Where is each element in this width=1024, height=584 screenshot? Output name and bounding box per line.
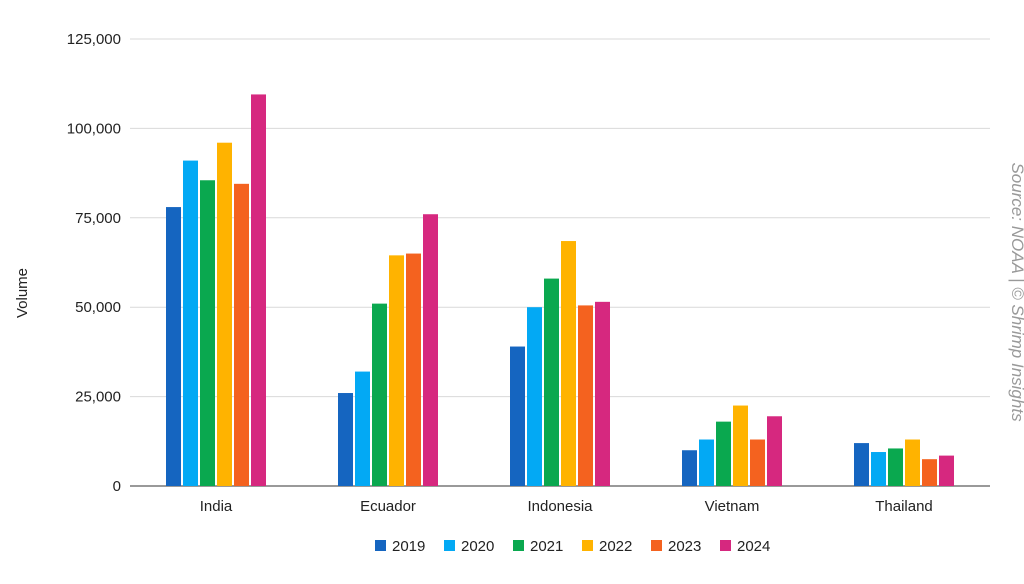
legend-label: 2019 [392, 538, 425, 555]
bar-vietnam-2021 [716, 421, 731, 486]
bar-thailand-2019 [854, 443, 869, 486]
bar-ecuador-2023 [406, 253, 421, 486]
x-category-label: Vietnam [705, 498, 760, 515]
bars [166, 94, 954, 487]
x-axis-categories: India Ecuador Indonesia Vietnam Thailand [200, 498, 933, 515]
bar-ecuador-2021 [372, 303, 387, 486]
y-tick-label: 75,000 [75, 210, 121, 227]
x-category-label: Indonesia [527, 498, 593, 515]
bar-indonesia-2019 [510, 346, 525, 486]
y-axis-title: Volume [14, 268, 31, 318]
grid-lines [130, 38, 990, 487]
legend-label: 2020 [461, 538, 494, 555]
bar-india-2020 [183, 160, 198, 487]
bar-vietnam-2024 [767, 416, 782, 486]
x-category-label: Ecuador [360, 498, 416, 515]
bar-thailand-2024 [939, 455, 954, 486]
bar-indonesia-2024 [595, 301, 610, 486]
bar-ecuador-2020 [355, 371, 370, 486]
bar-vietnam-2020 [699, 439, 714, 486]
x-category-label: India [200, 498, 233, 515]
bar-indonesia-2023 [578, 305, 593, 486]
bar-india-2024 [251, 94, 266, 486]
bar-indonesia-2020 [527, 307, 542, 486]
x-category-label: Thailand [875, 498, 933, 515]
bar-indonesia-2022 [561, 241, 576, 486]
legend: 2019 2020 2021 2022 2023 2024 [375, 538, 770, 555]
y-tick-label: 50,000 [75, 299, 121, 316]
bar-vietnam-2023 [750, 439, 765, 486]
legend-label: 2023 [668, 538, 701, 555]
source-note: Source: NOAA | © Shrimp Insights [1008, 162, 1024, 422]
y-axis-ticks: 0 25,000 50,000 75,000 100,000 125,000 [67, 31, 121, 495]
bar-india-2022 [217, 142, 232, 487]
bar-ecuador-2019 [338, 393, 353, 486]
bar-indonesia-2021 [544, 278, 559, 486]
legend-label: 2022 [599, 538, 632, 555]
bar-vietnam-2022 [733, 405, 748, 486]
legend-label: 2024 [737, 538, 770, 555]
legend-swatch-2019 [375, 540, 386, 551]
bar-ecuador-2024 [423, 214, 438, 486]
y-tick-label: 0 [113, 478, 121, 495]
bar-ecuador-2022 [389, 255, 404, 486]
legend-swatch-2024 [720, 540, 731, 551]
bar-india-2019 [166, 207, 181, 486]
legend-swatch-2021 [513, 540, 524, 551]
y-tick-label: 25,000 [75, 389, 121, 406]
y-tick-label: 125,000 [67, 31, 121, 48]
legend-swatch-2022 [582, 540, 593, 551]
legend-swatch-2023 [651, 540, 662, 551]
bar-india-2023 [234, 183, 249, 486]
bar-india-2021 [200, 180, 215, 486]
bar-vietnam-2019 [682, 450, 697, 486]
y-tick-label: 100,000 [67, 120, 121, 137]
bar-thailand-2020 [871, 452, 886, 486]
legend-label: 2021 [530, 538, 563, 555]
bar-thailand-2021 [888, 448, 903, 486]
bar-thailand-2023 [922, 459, 937, 486]
legend-swatch-2020 [444, 540, 455, 551]
bar-thailand-2022 [905, 439, 920, 486]
